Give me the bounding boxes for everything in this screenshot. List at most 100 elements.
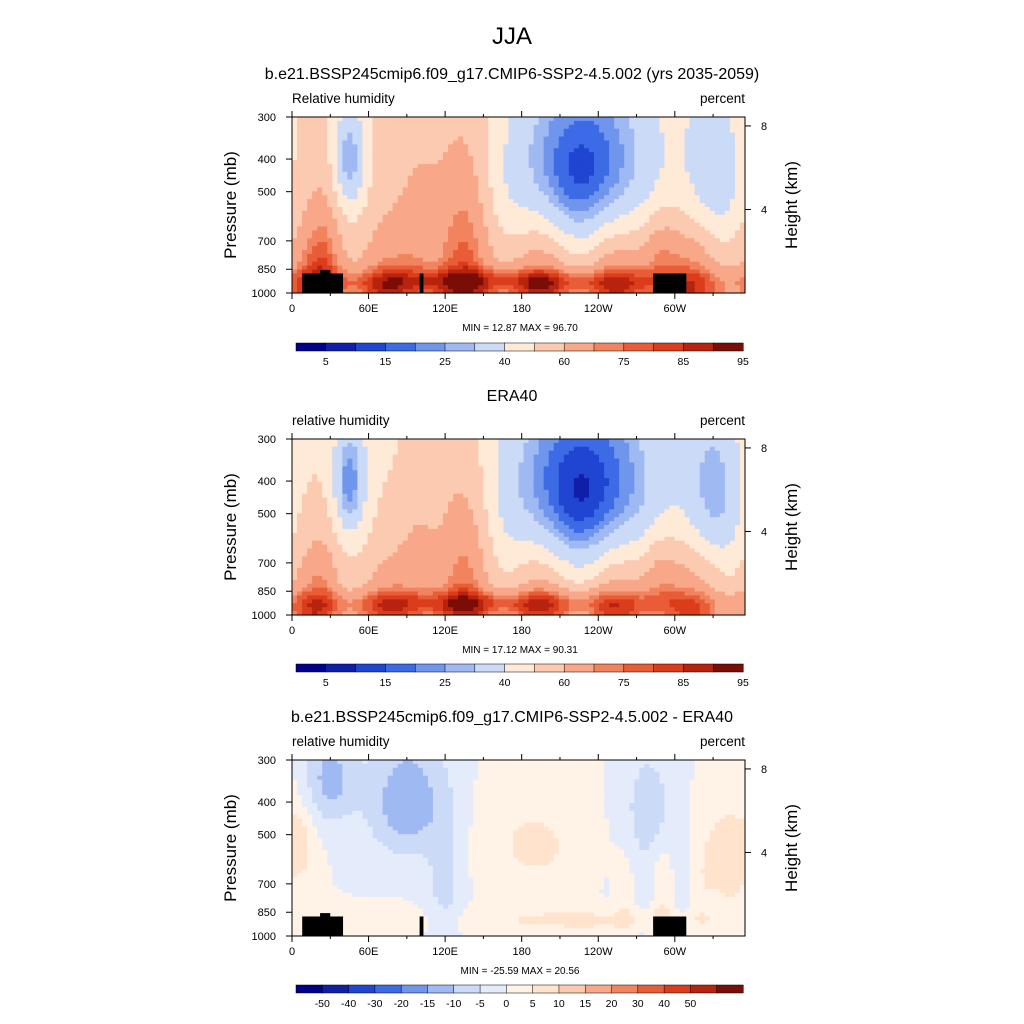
contour-cell xyxy=(568,117,575,122)
contour-cell xyxy=(679,206,686,212)
contour-cell xyxy=(458,214,464,220)
colorbar-box xyxy=(295,342,327,352)
contour-cell xyxy=(533,265,540,271)
contour-cell xyxy=(372,210,379,216)
contour-cell xyxy=(649,156,655,161)
contour-cell xyxy=(312,163,318,169)
contour-cell xyxy=(352,462,359,467)
contour-cell xyxy=(332,222,338,228)
contour-cell xyxy=(377,171,384,177)
contour-cell xyxy=(317,462,323,467)
contour-cell xyxy=(518,160,525,165)
contour-cell xyxy=(699,195,706,200)
contour-cell xyxy=(382,144,389,149)
contour-cell xyxy=(694,454,701,460)
contour-cell xyxy=(387,470,394,475)
contour-cell xyxy=(297,285,303,290)
contour-cell xyxy=(322,203,328,208)
contour-cell xyxy=(558,203,565,208)
contour-cell xyxy=(483,128,489,134)
contour-cell xyxy=(709,132,716,138)
contour-cell xyxy=(538,128,545,134)
contour-cell xyxy=(714,120,721,126)
contour-cell xyxy=(694,199,701,204)
contour-cell xyxy=(357,226,364,232)
contour-cell xyxy=(422,191,429,196)
contour-cell xyxy=(402,171,409,177)
contour-cell xyxy=(694,234,701,239)
contour-cell xyxy=(578,466,585,471)
contour-cell xyxy=(548,238,555,243)
contour-cell xyxy=(337,152,343,157)
contour-cell xyxy=(649,128,655,134)
contour-cell xyxy=(392,285,399,290)
contour-cell xyxy=(357,230,364,235)
contour-cell xyxy=(669,458,676,464)
contour-cell xyxy=(594,199,600,204)
contour-cell xyxy=(538,210,545,216)
contour-cell xyxy=(382,222,389,228)
contour-cell xyxy=(397,156,404,161)
contour-cell xyxy=(422,132,429,138)
contour-cell xyxy=(583,203,590,208)
contour-cell xyxy=(513,199,520,204)
contour-cell xyxy=(538,230,545,235)
contour-cell xyxy=(724,289,731,294)
contour-cell xyxy=(402,253,409,259)
contour-cell xyxy=(508,171,515,177)
contour-cell xyxy=(483,124,489,130)
contour-cell xyxy=(443,140,449,145)
contour-cell xyxy=(533,128,540,134)
y-tick-label: 700 xyxy=(258,236,276,248)
contour-cell xyxy=(453,203,459,208)
contour-cell xyxy=(448,285,454,290)
contour-cell xyxy=(719,191,726,196)
contour-cell xyxy=(382,195,389,200)
contour-cell xyxy=(307,179,313,185)
contour-cell xyxy=(422,454,429,460)
contour-cell xyxy=(387,265,394,271)
contour-cell xyxy=(689,222,696,228)
contour-cell xyxy=(724,136,731,142)
contour-cell xyxy=(714,249,721,255)
contour-cell xyxy=(458,175,464,181)
contour-cell xyxy=(337,171,343,177)
contour-cell xyxy=(437,238,444,243)
contour-cell xyxy=(347,257,353,263)
contour-cell xyxy=(337,128,343,134)
contour-cell xyxy=(488,277,494,282)
contour-cell xyxy=(739,226,746,232)
contour-cell xyxy=(649,466,655,471)
contour-cell xyxy=(327,156,333,161)
contour-cell xyxy=(432,238,439,243)
contour-cell xyxy=(699,171,706,177)
contour-cell xyxy=(558,218,565,224)
contour-cell xyxy=(458,195,464,200)
contour-cell xyxy=(558,289,565,294)
contour-cell xyxy=(402,152,409,157)
contour-cell xyxy=(508,140,515,145)
contour-cell xyxy=(483,454,489,460)
contour-cell xyxy=(498,222,504,228)
contour-cell xyxy=(654,218,661,224)
contour-cell xyxy=(292,281,298,286)
contour-cell xyxy=(699,179,706,185)
contour-cell xyxy=(604,171,610,177)
contour-cell xyxy=(427,117,434,122)
contour-cell xyxy=(317,470,323,475)
contour-cell xyxy=(719,450,726,456)
contour-cell xyxy=(543,242,550,247)
contour-cell xyxy=(729,187,736,192)
contour-cell xyxy=(312,462,318,467)
contour-cell xyxy=(417,187,424,192)
contour-cell xyxy=(583,183,590,188)
contour-cell xyxy=(432,261,439,267)
contour-field xyxy=(292,117,746,294)
contour-cell xyxy=(664,210,671,216)
contour-cell xyxy=(634,183,640,188)
contour-cell xyxy=(513,156,520,161)
contour-cell xyxy=(543,218,550,224)
contour-cell xyxy=(604,179,610,185)
contour-cell xyxy=(719,199,726,204)
contour-cell xyxy=(422,470,429,475)
